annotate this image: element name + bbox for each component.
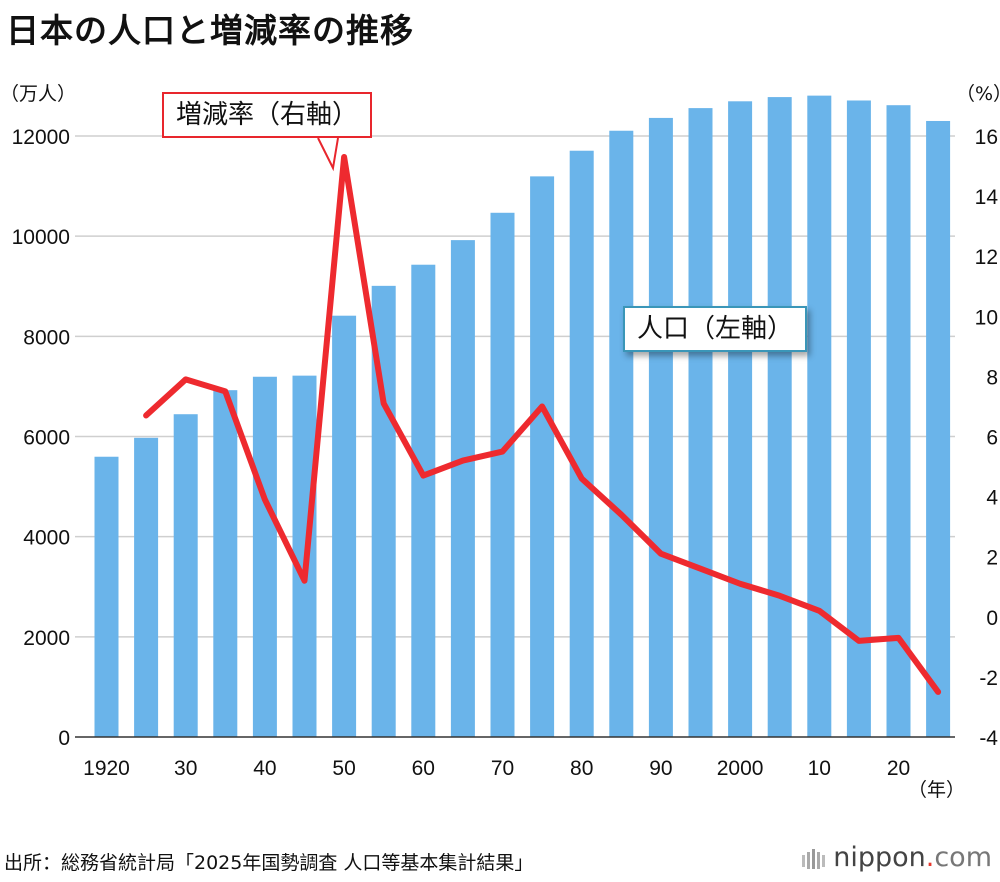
x-tick-label: 20 — [887, 757, 910, 780]
y-right-tick-label: 0 — [986, 607, 998, 630]
population-bar — [569, 150, 594, 738]
x-tick-label: 2000 — [717, 757, 764, 780]
y-right-tick-label: 2 — [986, 547, 998, 570]
x-tick-label: 60 — [412, 757, 435, 780]
logo-bars-icon — [802, 848, 826, 869]
population-bar — [886, 105, 911, 738]
y-left-tick-label: 0 — [58, 727, 70, 750]
x-tick-label: 30 — [174, 757, 197, 780]
y-right-tick-label: 10 — [975, 306, 998, 329]
chart-title: 日本の人口と増減率の推移 — [6, 11, 414, 50]
y-right-tick-label: 4 — [986, 487, 998, 510]
x-unit-label: （年） — [908, 779, 965, 801]
y-left-tick-label: 2000 — [23, 627, 70, 650]
population-bar — [94, 456, 119, 737]
y-right-tick-label: 8 — [986, 366, 998, 389]
x-tick-label: 80 — [570, 757, 593, 780]
source-note: 出所：総務省統計局「2025年国勢調査 人口等基本集計結果」 — [4, 852, 534, 874]
y-left-tick-label: 10000 — [12, 226, 70, 249]
population-bar — [846, 100, 871, 738]
population-bar — [648, 117, 673, 737]
population-bar — [450, 240, 475, 738]
rate-callout: 増減率（右軸） — [162, 92, 373, 138]
population-bar — [490, 212, 515, 737]
y-right-tick-label: 6 — [986, 427, 998, 450]
x-tick-label: 50 — [332, 757, 355, 780]
logo-name: nippon — [833, 842, 926, 873]
y-right-tick-label: 12 — [975, 246, 998, 269]
population-bar — [728, 101, 753, 738]
y-left-tick-label: 6000 — [23, 427, 70, 450]
axes: 0 2000 4000 6000 8000 10000 12000 -4 -2 0 2 4 6 8 10 12… — [12, 126, 999, 780]
x-tick-label: 10 — [808, 757, 831, 780]
logo-tld: com — [934, 842, 992, 873]
y-right-unit-label: （%） — [956, 83, 1000, 105]
population-bar — [173, 414, 198, 737]
y-right-tick-label: -2 — [979, 667, 998, 690]
population-bar — [807, 95, 832, 738]
nippon-logo: nippon.com — [801, 842, 992, 873]
x-tick-label: 40 — [253, 757, 276, 780]
population-bar — [213, 390, 238, 737]
y-right-tick-label: 16 — [975, 126, 998, 149]
x-tick-label: 1920 — [83, 757, 130, 780]
logo-dot: . — [925, 842, 935, 873]
growth-rate-line — [143, 154, 942, 695]
y-left-tick-label: 4000 — [23, 527, 70, 550]
population-bar — [926, 120, 951, 738]
population-bar — [688, 108, 713, 738]
population-bar — [134, 437, 159, 737]
y-left-tick-label: 8000 — [23, 326, 70, 349]
population-bar — [609, 130, 634, 737]
population-bars — [94, 95, 951, 738]
population-bar — [252, 376, 277, 737]
x-tick-label: 70 — [491, 757, 514, 780]
y-right-tick-label: -4 — [979, 727, 998, 750]
population-bar — [530, 176, 555, 737]
population-callout: 人口（左軸） — [623, 306, 808, 352]
rate-callout-pointer — [317, 137, 339, 172]
y-left-tick-label: 12000 — [12, 126, 70, 149]
x-tick-label: 90 — [649, 757, 672, 780]
population-bar — [332, 315, 357, 737]
population-bar — [767, 97, 792, 737]
y-right-tick-label: 14 — [975, 186, 999, 209]
y-left-unit-label: （万人） — [0, 83, 76, 105]
population-bar — [411, 264, 436, 737]
